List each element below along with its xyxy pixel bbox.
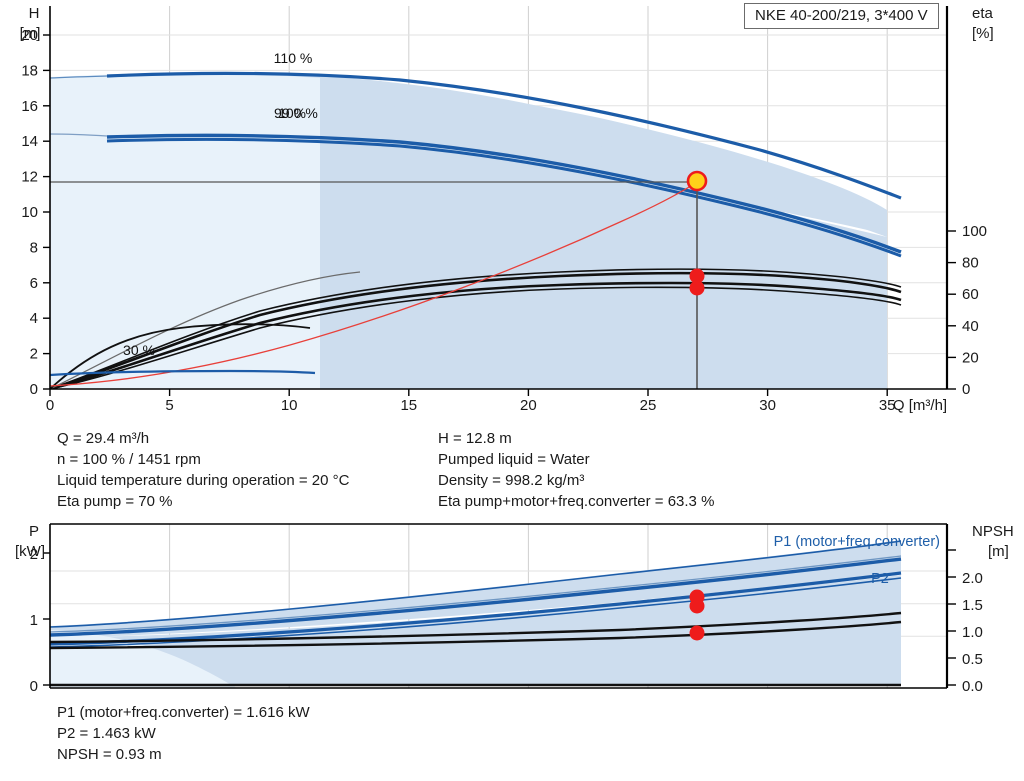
bottom-y-left-title-2: [kW]: [15, 543, 45, 560]
bottom-y-right-ticks: [947, 549, 956, 686]
bottom-npshtick-20: 2.0: [962, 570, 983, 587]
curve-head-110-extension: [50, 75, 108, 79]
legend-p2: P2: [871, 571, 889, 587]
info-p1: P1 (motor+freq.converter) = 1.616 kW: [57, 704, 310, 721]
top-band-left-light: [50, 74, 320, 389]
curve-p1: [50, 557, 902, 637]
curve-head-110: [106, 71, 902, 200]
top-y-left-title-1: H: [29, 5, 40, 22]
curve-eta-alt-2: [50, 286, 902, 389]
curve-npsh: [50, 620, 902, 650]
top-xtick-0: 0: [46, 397, 54, 414]
curve-eta-110-thin: [50, 271, 361, 389]
top-ytick-0: 0: [30, 381, 38, 398]
top-ytick-16: 16: [21, 98, 38, 115]
top-etatick-60: 60: [962, 286, 979, 303]
top-y-right-ticks: [947, 230, 956, 390]
top-y-right-title-2: [%]: [972, 25, 994, 42]
info-q: Q = 29.4 m³/h: [57, 430, 150, 447]
top-etatick-100: 100: [962, 223, 987, 240]
power-npsh-chart: 0 1 2 0.0 0.5 1.0 1.5 2.0 P [kW] NPSH [m…: [15, 523, 1014, 695]
bottom-ytick-1: 1: [30, 612, 38, 629]
curve-eta-total: [50, 281, 902, 389]
top-ytick-4: 4: [30, 310, 38, 327]
curve-head-100: [106, 133, 902, 254]
bottom-y-right-title-1: NPSH: [972, 523, 1014, 540]
bottom-ytick-0: 0: [30, 678, 38, 695]
bottom-y-left-title-1: P: [29, 523, 39, 540]
curve-head-100-extension: [50, 133, 108, 137]
info-eta-total: Eta pump+motor+freq.converter = 63.3 %: [438, 493, 715, 510]
top-xtick-20: 20: [520, 397, 537, 414]
bottom-y-right-title-2: [m]: [988, 543, 1009, 560]
top-x-axis-title: Q [m³/h]: [893, 397, 947, 414]
curve-eta-30: [50, 323, 311, 389]
top-ytick-6: 6: [30, 275, 38, 292]
top-xtick-15: 15: [400, 397, 417, 414]
top-etatick-0: 0: [962, 381, 970, 398]
bottom-npshtick-00: 0.0: [962, 678, 983, 695]
curve-low-left-blue: [50, 369, 316, 377]
info-eta-pump: Eta pump = 70 %: [57, 493, 173, 510]
top-xtick-25: 25: [640, 397, 657, 414]
top-ytick-2: 2: [30, 346, 38, 363]
top-xtick-35: 35: [879, 397, 896, 414]
curve-npsh-upper: [50, 611, 902, 644]
info-p2: P2 = 1.463 kW: [57, 725, 156, 742]
info-pumped-liquid: Pumped liquid = Water: [438, 451, 590, 468]
top-y-left-title-2: [m]: [20, 25, 41, 42]
legend-p1: P1 (motor+freq.converter): [774, 534, 940, 550]
top-band-mid: [320, 76, 887, 237]
curve-eta-alt-1: [50, 268, 902, 389]
top-x-ticks: [49, 389, 888, 396]
bottom-npshtick-05: 0.5: [962, 651, 983, 668]
top-ytick-8: 8: [30, 239, 38, 256]
top-xtick-10: 10: [281, 397, 298, 414]
bottom-ytick-2: 2: [30, 546, 38, 563]
top-etatick-40: 40: [962, 318, 979, 335]
marker-eta-total: [689, 280, 705, 296]
top-xtick-5: 5: [165, 397, 173, 414]
info-npsh: NPSH = 0.93 m: [57, 746, 162, 763]
curve-label-100: 100 %: [278, 105, 318, 121]
curve-p2: [50, 571, 902, 646]
head-efficiency-chart: 0 2 4 6 8 10 12 14 16 18 20 0 20 40 60 8…: [20, 5, 994, 414]
curve-head-99: [106, 137, 902, 258]
info-n: n = 100 % / 1451 rpm: [57, 451, 201, 468]
curve-label-30: 30 %: [123, 342, 155, 358]
top-ytick-10: 10: [21, 204, 38, 221]
bottom-npshtick-15: 1.5: [962, 597, 983, 614]
curve-p1-thin: [50, 555, 902, 633]
top-ytick-18: 18: [21, 62, 38, 79]
top-etatick-20: 20: [962, 349, 979, 366]
curve-p2-thin: [50, 577, 902, 648]
marker-p2: [689, 598, 705, 614]
duty-point-marker[interactable]: [686, 170, 708, 192]
curve-p1-upper: [50, 540, 902, 628]
top-ytick-14: 14: [21, 133, 38, 150]
curve-system-red: [50, 181, 698, 387]
top-xtick-30: 30: [759, 397, 776, 414]
curve-eta-pump: [50, 271, 902, 389]
info-liquid-temperature: Liquid temperature during operation = 20…: [57, 472, 350, 489]
top-y-right-title-1: eta: [972, 5, 994, 22]
top-ytick-20: 20: [21, 27, 38, 44]
info-density: Density = 998.2 kg/m³: [438, 472, 585, 489]
top-y-left-ticks: [43, 34, 50, 390]
curve-label-99: 99 %: [274, 105, 306, 121]
bottom-band-p1: [50, 540, 901, 638]
info-h: H = 12.8 m: [438, 430, 512, 447]
bottom-npshtick-10: 1.0: [962, 624, 983, 641]
top-ytick-12: 12: [21, 169, 38, 186]
pump-model-label: NKE 40-200/219, 3*400 V: [744, 3, 939, 29]
curve-label-110: 110 %: [274, 50, 313, 66]
marker-eta-pump: [689, 268, 705, 284]
top-etatick-80: 80: [962, 255, 979, 272]
bottom-y-left-ticks: [43, 552, 50, 686]
marker-npsh: [689, 625, 705, 641]
bottom-band-lower: [50, 575, 901, 686]
